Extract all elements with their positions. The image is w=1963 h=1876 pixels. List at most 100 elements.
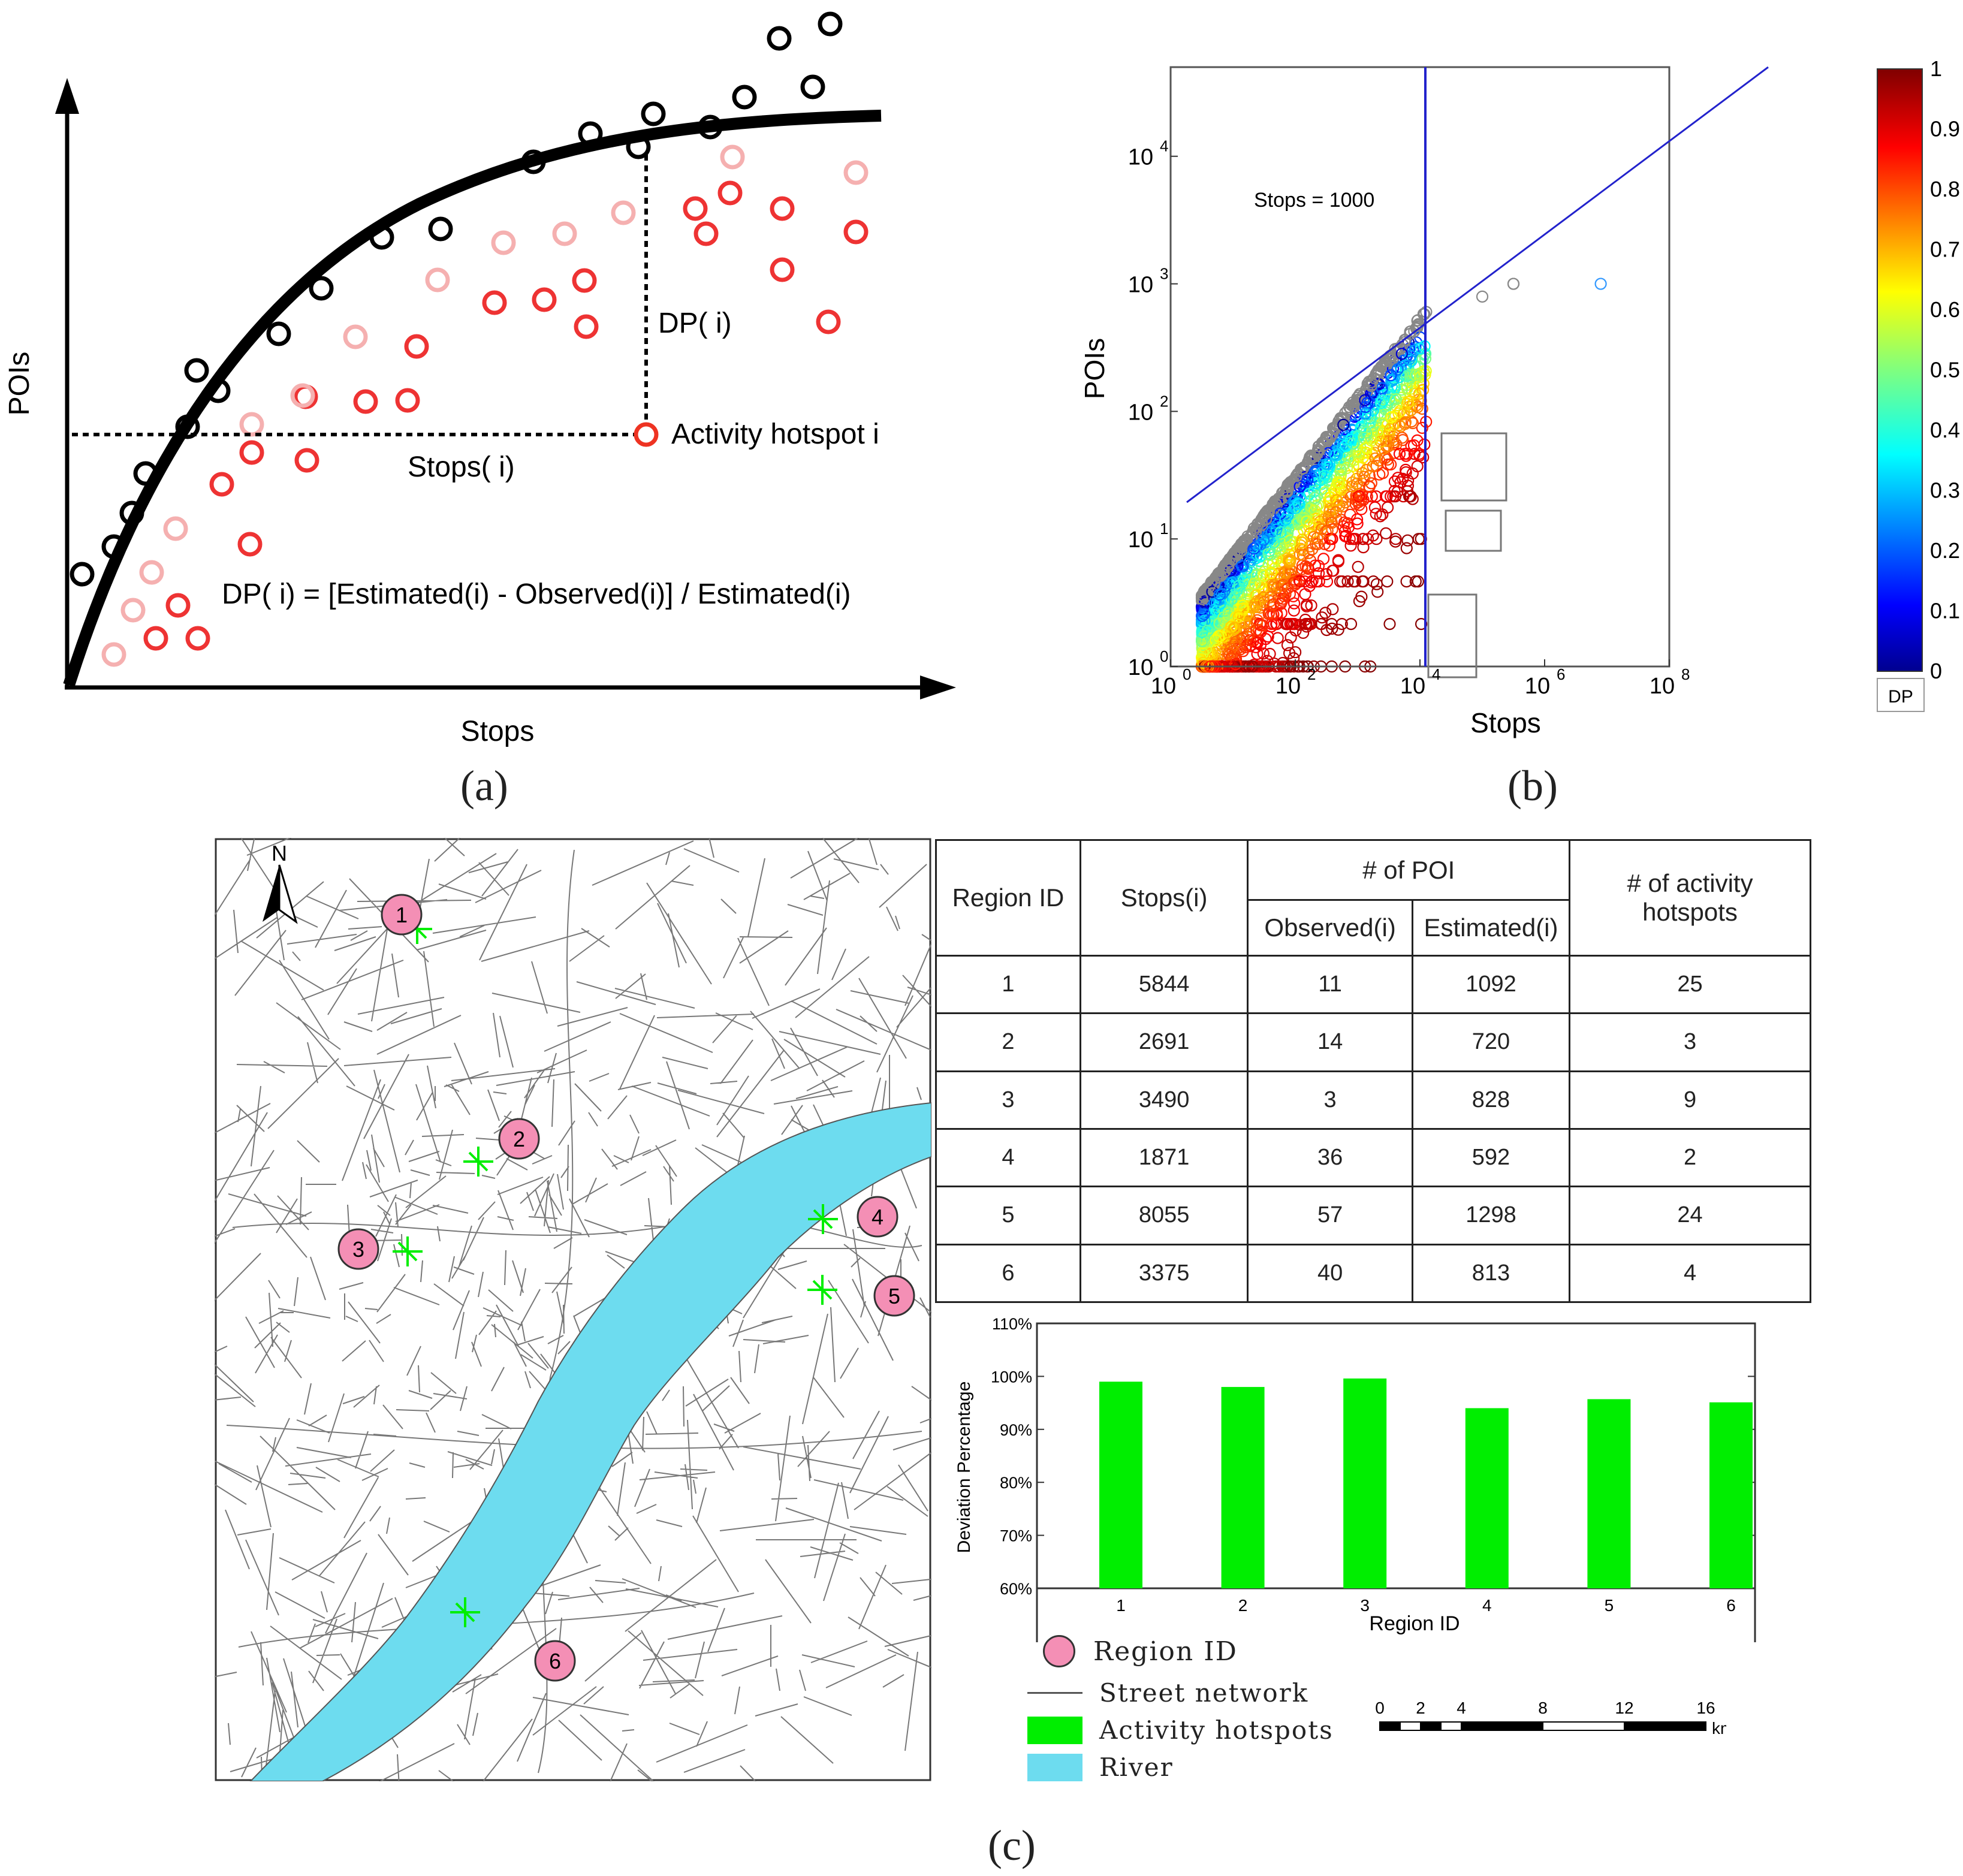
- panel-b-point: [1338, 479, 1351, 493]
- panel-b-point: [1383, 393, 1395, 406]
- panel-b-point: [1212, 568, 1225, 580]
- bar-3: [1343, 1378, 1387, 1588]
- panel-b-point: [1416, 421, 1428, 435]
- table-cell-stops: 5844: [1079, 954, 1249, 1015]
- panel-b-point: [1236, 603, 1249, 616]
- table-cell-estimated: 828: [1411, 1070, 1571, 1130]
- panel-b-x-tick-label: 10: [1400, 674, 1425, 699]
- panel-b-point: [1338, 516, 1351, 529]
- scale-bar-ticks: 0 2 4 8 12 16 km: [1375, 1699, 1726, 1738]
- panel-b-point: [1284, 617, 1296, 631]
- panel-a-point-red: [185, 626, 210, 651]
- panel-b-point: [1346, 476, 1359, 488]
- panel-b-point: [1289, 502, 1302, 515]
- panel-a-stops-label: Stops( i): [408, 451, 515, 483]
- table-cell-stops: 1871: [1079, 1127, 1249, 1188]
- panel-b-label: (b): [1507, 762, 1558, 810]
- panel-b-point: [1213, 617, 1226, 630]
- map-river: [249, 1102, 931, 1781]
- map-frame: [215, 838, 931, 1781]
- legend-hotspots: Activity hotspots: [1027, 1715, 1334, 1745]
- panel-b-point: [1196, 616, 1208, 629]
- panel-b-y-tick-exp: 4: [1160, 137, 1168, 155]
- map: 1 2 3 4 5 6 N: [215, 838, 931, 1781]
- panel-b-colorbar-tick: 0.3: [1930, 478, 1960, 503]
- legend-hotspots-label: Activity hotspots: [1099, 1715, 1334, 1745]
- bar-y-tick-label: 60%: [1000, 1580, 1032, 1598]
- legend-region: Region ID: [1043, 1635, 1238, 1667]
- panel-b-points: [1195, 278, 1607, 673]
- panel-b-point: [1248, 577, 1261, 590]
- panel-b-point: [1411, 434, 1424, 447]
- region-table: Region ID Stops(i) # of POI # of activit…: [935, 839, 1811, 1304]
- scale-bar-label: 16: [1696, 1699, 1715, 1717]
- table-row: 2 2691 14 720 3: [935, 1012, 1811, 1072]
- bar-y-tick-label: 100%: [991, 1368, 1032, 1386]
- panel-b-point: [1244, 639, 1257, 652]
- panel-b-point: [1352, 490, 1365, 503]
- table-cell-estimated: 592: [1411, 1127, 1571, 1188]
- panel-b-point: [1400, 450, 1412, 462]
- panel-b-point: [1283, 647, 1296, 659]
- table-cell-observed: 3: [1247, 1070, 1413, 1130]
- table-cell-hotspots: 4: [1569, 1243, 1811, 1304]
- scale-bar-unit: km: [1712, 1719, 1726, 1738]
- table-cell-region: 3: [935, 1070, 1081, 1130]
- panel-a-point-light: [843, 160, 869, 185]
- panel-b-point: [1403, 400, 1415, 413]
- panel-b-point: [1389, 490, 1402, 503]
- panel-b-point: [1311, 451, 1324, 465]
- th-estimated: Estimated(i): [1411, 899, 1571, 957]
- legend-region-label: Region ID: [1093, 1636, 1238, 1667]
- panel-b-point: [1338, 525, 1352, 538]
- panel-a-point-light: [552, 221, 577, 246]
- panel-b-point: [1274, 526, 1287, 539]
- panel-a-point-light: [139, 560, 164, 585]
- table-cell-region: 5: [935, 1186, 1081, 1245]
- table-row: 4 1871 36 592 2: [935, 1127, 1811, 1188]
- panel-b-point: [1240, 609, 1253, 622]
- panel-b-point: [1232, 611, 1245, 623]
- region-marker-icon: [1043, 1635, 1075, 1667]
- panel-b-point: [1378, 408, 1391, 421]
- panel-b-y-tick-label: 10: [1128, 400, 1153, 425]
- panel-a-point-red: [816, 309, 841, 334]
- panel-a-point-red: [717, 180, 743, 206]
- panel-b-highlight-box-1: [1440, 432, 1507, 502]
- bar-x-tick-label: 3: [1360, 1596, 1370, 1615]
- panel-b-point: [1296, 536, 1308, 549]
- table-cell-hotspots: 3: [1569, 1012, 1811, 1072]
- panel-b-y-tick-exp: 2: [1160, 392, 1168, 410]
- th-poi: # of POI: [1247, 839, 1571, 901]
- panel-b-point: [1293, 480, 1306, 493]
- panel-a-point-red: [770, 196, 795, 221]
- panel-b-point: [1400, 370, 1413, 382]
- panel-b-point: [1254, 638, 1267, 652]
- panel-b-point: [1323, 502, 1337, 515]
- panel-b-point: [1406, 467, 1419, 480]
- panel-b-point: [1412, 533, 1425, 545]
- panel-b-point: [1199, 589, 1212, 602]
- panel-b-point: [1351, 517, 1364, 530]
- panel-c-label: (c): [988, 1821, 1036, 1869]
- th-observed: Observed(i): [1247, 899, 1413, 957]
- panel-a-point-red: [165, 593, 191, 618]
- panel-b-point: [1258, 533, 1270, 546]
- panel-b-point: [1248, 521, 1261, 534]
- panel-a-point-light: [120, 598, 146, 623]
- panel-b-point: [1293, 548, 1306, 561]
- panel-b-point: [1410, 399, 1423, 412]
- panel-b-y-tick-exp: 0: [1160, 647, 1168, 665]
- panel-b-point: [1317, 553, 1330, 565]
- panel-b-point: [1324, 491, 1337, 503]
- panel-b-ticks: 10 0 10 2 10 4 10 6 10 8 10 0 10 1 10 2 10 3 10 4: [1128, 137, 1690, 699]
- panel-b-point: [1337, 418, 1350, 431]
- scale-bar-segment: [1420, 1721, 1442, 1731]
- panel-a-point-red: [683, 196, 708, 221]
- panel-b-point: [1356, 467, 1369, 479]
- th-region: Region ID: [935, 839, 1081, 957]
- panel-b-point: [1313, 567, 1325, 580]
- table-row: 5 8055 57 1298 24: [935, 1186, 1811, 1245]
- panel-b-point: [1256, 619, 1269, 632]
- panel-a-point-light: [611, 200, 636, 225]
